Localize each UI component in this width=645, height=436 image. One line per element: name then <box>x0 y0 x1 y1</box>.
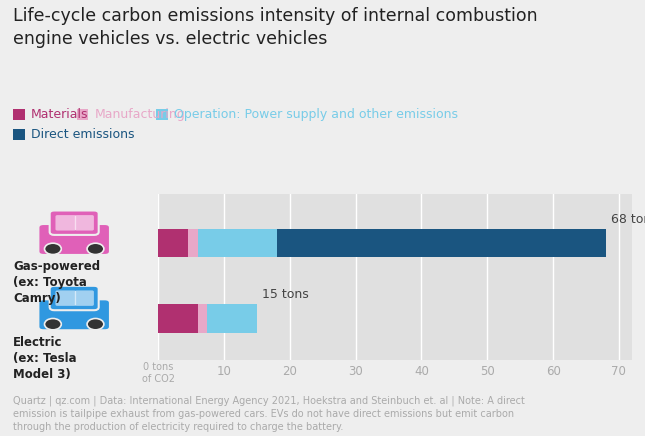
Circle shape <box>87 243 104 255</box>
Bar <box>197 228 277 257</box>
FancyBboxPatch shape <box>39 299 110 330</box>
Bar <box>158 304 197 333</box>
Bar <box>188 228 197 257</box>
Circle shape <box>87 318 104 330</box>
Text: Materials: Materials <box>31 108 88 121</box>
Text: 68 tons: 68 tons <box>611 213 645 226</box>
Text: 0 tons
of CO2: 0 tons of CO2 <box>141 362 175 384</box>
FancyBboxPatch shape <box>75 290 94 306</box>
FancyBboxPatch shape <box>39 224 110 255</box>
Bar <box>158 228 188 257</box>
Text: Operation: Power supply and other emissions: Operation: Power supply and other emissi… <box>174 108 459 121</box>
Text: 15 tons: 15 tons <box>262 288 309 301</box>
Text: Life-cycle carbon emissions intensity of internal combustion
engine vehicles vs.: Life-cycle carbon emissions intensity of… <box>13 7 537 48</box>
Text: Gas-powered
(ex: Toyota
Camry): Gas-powered (ex: Toyota Camry) <box>13 260 100 305</box>
FancyBboxPatch shape <box>55 290 76 306</box>
Circle shape <box>45 243 61 255</box>
Bar <box>277 228 606 257</box>
Circle shape <box>45 318 61 330</box>
Bar <box>197 304 208 333</box>
Text: Electric
(ex: Tesla
Model 3): Electric (ex: Tesla Model 3) <box>13 336 77 381</box>
Text: Direct emissions: Direct emissions <box>31 128 134 140</box>
FancyBboxPatch shape <box>50 286 99 310</box>
Bar <box>208 304 257 333</box>
FancyBboxPatch shape <box>75 215 94 231</box>
FancyBboxPatch shape <box>55 215 76 231</box>
Text: Quartz | qz.com | Data: International Energy Agency 2021, Hoekstra and Steinbuch: Quartz | qz.com | Data: International En… <box>13 395 525 432</box>
Text: Manufacturing: Manufacturing <box>95 108 185 121</box>
FancyBboxPatch shape <box>50 211 99 235</box>
